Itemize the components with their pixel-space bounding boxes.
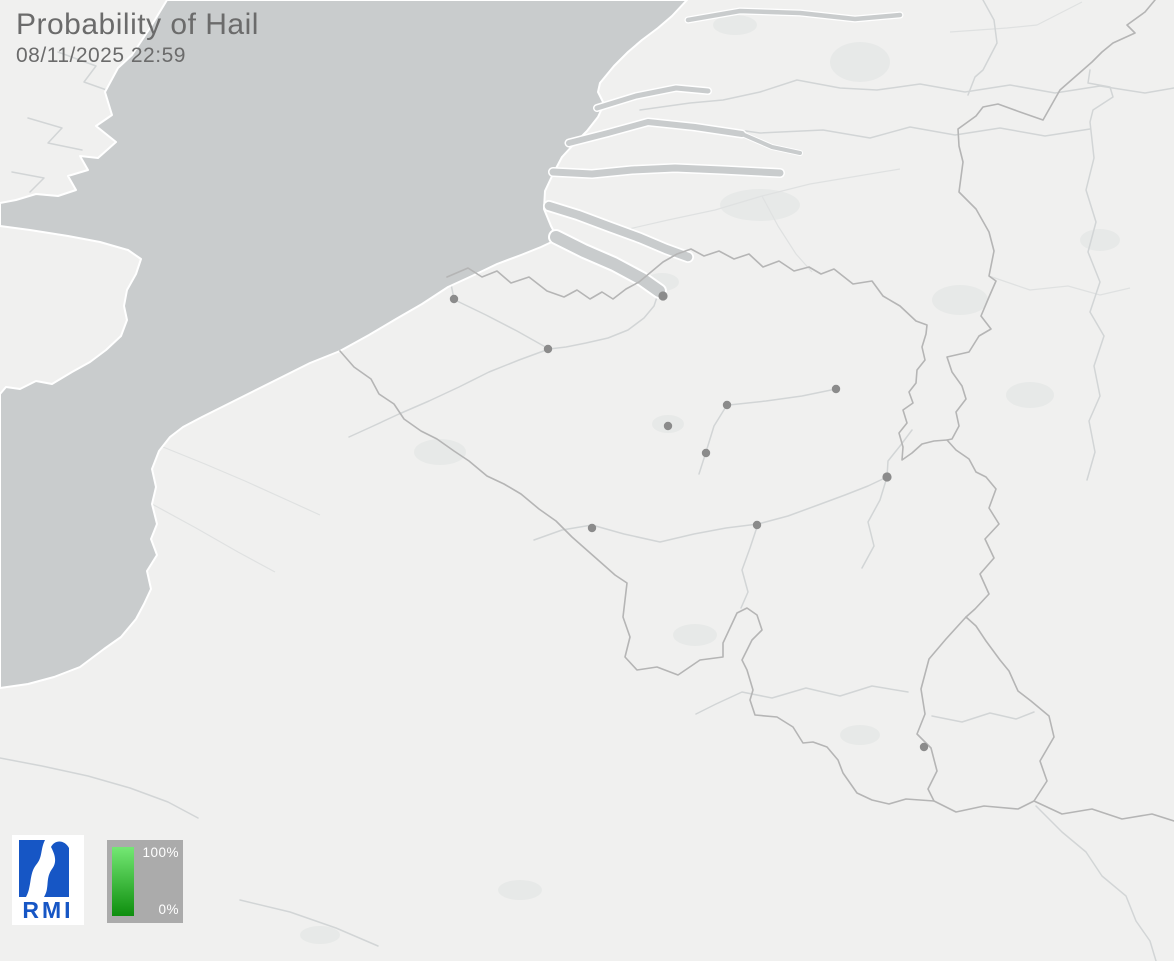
page-title: Probability of Hail bbox=[16, 8, 259, 41]
map-region-borders bbox=[151, 1, 1131, 573]
city-marker bbox=[587, 523, 597, 533]
border-netherlands-germany bbox=[946, 0, 1156, 618]
border-france-germany bbox=[1033, 800, 1174, 822]
probability-legend: 100% 0% bbox=[107, 840, 183, 923]
rmi-logo-icon bbox=[19, 840, 69, 897]
timestamp: 08/11/2025 22:59 bbox=[16, 43, 186, 67]
city-marker bbox=[919, 742, 929, 752]
city-marker bbox=[831, 384, 841, 394]
city-marker bbox=[663, 421, 673, 431]
legend-gradient-bar bbox=[112, 847, 134, 916]
city-marker bbox=[543, 344, 553, 354]
map-city-markers bbox=[449, 291, 929, 752]
map-country-borders bbox=[339, 0, 1174, 822]
map-sea bbox=[0, 0, 688, 689]
border-france-belgium bbox=[339, 350, 935, 805]
city-marker bbox=[701, 448, 711, 458]
city-marker bbox=[449, 294, 459, 304]
city-marker bbox=[752, 520, 762, 530]
city-marker bbox=[658, 291, 668, 301]
legend-min-label: 0% bbox=[158, 902, 179, 917]
border-luxembourg bbox=[916, 616, 1055, 813]
map-terrain-patches bbox=[300, 15, 1120, 944]
map-header: Probability of Hail 08/11/2025 22:59 bbox=[16, 8, 259, 68]
city-marker bbox=[722, 400, 732, 410]
border-belgium-netherlands bbox=[446, 248, 948, 461]
legend-max-label: 100% bbox=[142, 845, 179, 860]
rmi-logo-text: RMI bbox=[22, 897, 74, 923]
map-water-channels bbox=[543, 7, 904, 299]
rmi-logo: RMI bbox=[12, 835, 84, 925]
city-marker bbox=[882, 472, 892, 482]
